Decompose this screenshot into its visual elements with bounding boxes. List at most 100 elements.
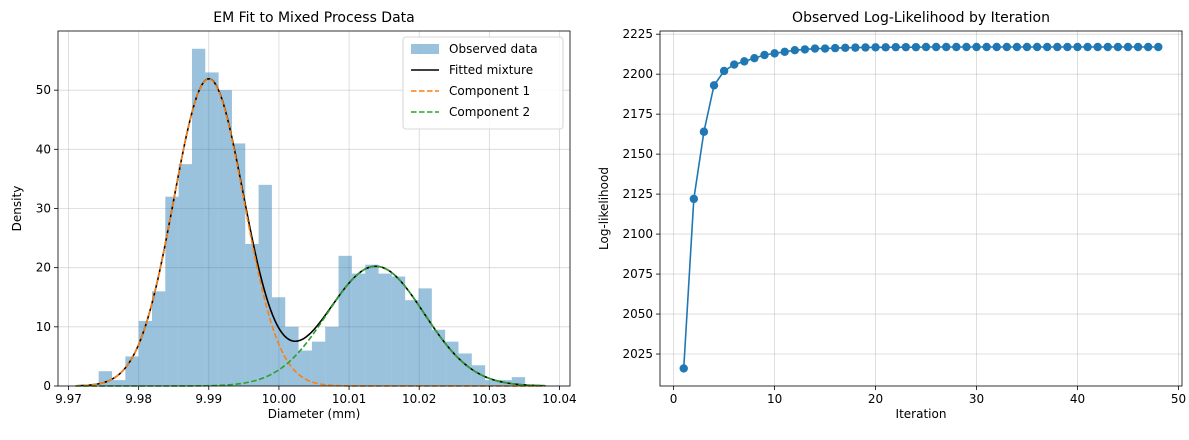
x-tick-label: 10.02 [402,392,436,406]
histogram-bar [112,380,126,386]
x-tick-label: 10.03 [472,392,506,406]
histogram-bar [338,255,352,386]
y-tick-label: 2050 [622,307,653,321]
histogram-panel: 9.97 9.98 9.99 10.00 10.01 10.02 10.03 10.04 0 10… [10,10,577,421]
loglik-point [679,364,688,373]
y-tick-label: 0 [43,379,51,393]
loglik-point [972,42,981,52]
histogram-bar [231,143,246,386]
x-tick-label: 9.98 [125,392,152,406]
x-tick-label: 10 [767,392,782,406]
x-tick-label: 9.99 [195,392,222,406]
loglik-point [810,44,820,53]
x-tick-label: 10.04 [542,392,576,406]
y-tick-label: 20 [36,261,51,275]
legend-label: Observed data [449,42,538,56]
loglik-point [952,42,961,52]
histogram-bar [405,300,419,386]
x-tick-label: 40 [1070,392,1085,406]
loglik-point [790,45,799,55]
histogram-bar [325,326,339,386]
loglik-point [891,42,900,52]
loglik-point [1133,42,1143,52]
histogram-bar [351,273,366,386]
y-tick-label: 2125 [622,187,653,201]
histogram-bar [178,164,192,386]
loglik-series [679,42,1163,373]
x-tick-label: 10.01 [332,392,366,406]
right-ticks: 0 10 20 30 40 50 2025 2050 2075 2100 2125 2150 2175 2… [622,27,1186,406]
loglik-point [942,42,951,52]
histogram-bar [485,380,499,386]
loglik-point [699,127,709,136]
x-tick-label: 10.00 [262,392,296,406]
right-grid [660,31,1182,386]
loglik-point [830,43,840,53]
histogram-bar [391,276,406,386]
loglik-point [1093,42,1102,52]
histogram-bar [471,365,486,386]
loglik-point [730,60,739,69]
right-x-axis-label: Iteration [896,407,947,421]
loglik-point [1012,42,1022,52]
component-2-curve [75,265,546,387]
left-x-axis-label: Diameter (mm) [268,407,361,421]
legend-label: Fitted mixture [449,63,533,77]
loglik-point [1032,42,1042,52]
loglik-point [770,49,779,58]
loglik-point [921,42,931,52]
loglik-point [881,43,890,52]
histogram-bar [458,353,472,386]
loglik-point [1043,42,1052,52]
loglik-point [901,42,911,52]
y-tick-label: 50 [36,83,51,97]
x-tick-label: 30 [969,392,984,406]
y-tick-label: 2175 [622,107,653,121]
legend-label: Component 2 [449,105,530,119]
histogram-bar [191,48,206,386]
left-ticks: 9.97 9.98 9.99 10.00 10.01 10.02 10.03 10.04 0 10… [36,83,577,406]
loglik-point [1113,42,1123,52]
histogram-bar [378,273,392,386]
x-tick-label: 50 [1171,392,1186,406]
x-tick-label: 20 [868,392,883,406]
loglik-point [1022,42,1032,52]
y-tick-label: 2025 [622,347,653,361]
legend: Observed data Fitted mixture Component 1 Co… [402,36,564,130]
loglik-point [1154,42,1163,52]
legend-swatch [411,44,439,54]
histogram-bar [245,244,259,386]
legend-box [402,36,564,130]
x-tick-label: 9.97 [55,392,82,406]
histogram-bar [365,264,379,386]
histogram-bar [218,90,232,387]
right-plot-frame [659,30,1183,387]
x-tick-label: 0 [670,392,678,406]
loglik-point [1063,42,1072,52]
histogram-bar [445,341,459,386]
histogram-bar [125,356,139,386]
loglik-point [820,44,830,53]
loglik-point [1053,42,1062,52]
histogram-bar [205,72,219,387]
y-tick-label: 2150 [622,147,653,161]
loglik-point [1083,42,1092,52]
loglik-point [709,81,719,90]
left-chart-title: EM Fit to Mixed Process Data [213,10,415,26]
loglik-point [871,43,880,52]
loglik-point [780,47,789,56]
histogram-bar [311,341,326,386]
histogram-bar [431,329,446,386]
histogram-bar [418,288,432,386]
y-tick-label: 2075 [622,267,653,281]
y-tick-label: 2225 [622,27,653,41]
loglik-point [1103,42,1112,52]
y-tick-label: 2100 [622,227,653,241]
loglik-point [841,43,850,52]
loglik-line [682,46,1159,369]
right-y-axis-label: Log-likelihood [597,167,611,250]
loglik-point [719,66,729,76]
loglik-point [1073,42,1082,52]
loglik-point [689,194,699,204]
